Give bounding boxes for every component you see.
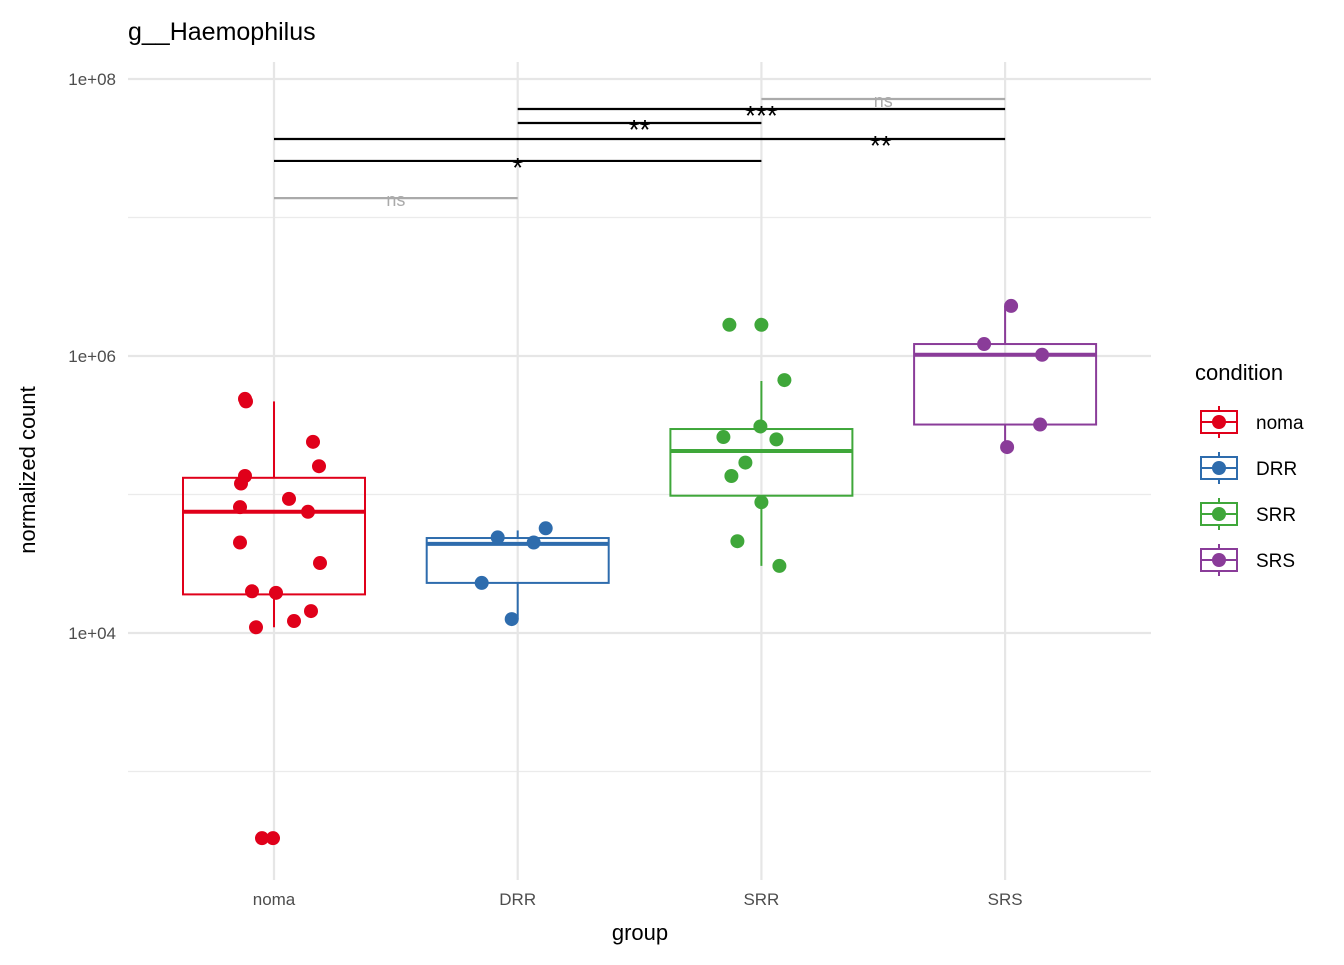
points [233,298,1050,846]
point-noma [312,459,326,474]
point-srs [1033,417,1048,432]
point-noma [313,556,327,571]
point-srr [716,430,731,445]
significance-label: * [512,152,523,183]
point-drr [526,535,541,550]
point-srs [977,337,992,352]
point-noma [266,831,280,846]
y-tick-label: 1e+08 [68,70,116,89]
legend-label: SRS [1256,551,1295,572]
legend: condition noma DRR SRR SRS [1195,360,1304,576]
y-tick-label: 1e+06 [68,347,116,366]
x-axis-label: group [612,920,668,945]
significance-label: ns [874,91,893,111]
point-srr [769,432,784,447]
point-srs [1035,347,1050,362]
comparison-bracket: *** [517,100,1006,131]
grid [128,62,1151,880]
point-noma [233,500,247,515]
point-drr [504,612,519,627]
point-drr [474,575,489,590]
point-noma [255,831,269,846]
iqr-box [913,343,1098,426]
point-noma [234,476,248,491]
point-srs [1004,298,1019,313]
point-srr [738,455,753,470]
significance-label: *** [745,100,778,131]
point-srr [722,317,737,332]
legend-key-point [1212,461,1226,475]
iqr-box [425,537,610,584]
legend-title: condition [1195,360,1283,385]
significance-brackets: ns***** *** ns [274,91,1006,210]
legend-label: noma [1256,413,1304,434]
significance-label: ns [386,190,405,210]
comparison-bracket: * [274,152,762,183]
point-srr [772,558,787,573]
point-noma [287,614,301,629]
legend-item-srs: SRS [1200,544,1295,576]
legend-key-point [1212,507,1226,521]
legend-key-point [1212,415,1226,429]
point-noma [245,584,259,599]
legend-item-drr: DRR [1200,452,1297,484]
point-srs [1000,440,1015,455]
significance-label: ** [870,130,892,161]
legend-item-srr: SRR [1200,498,1296,530]
point-noma [233,535,247,550]
legend-label: SRR [1256,505,1296,526]
point-noma [239,394,253,409]
point-drr [490,530,505,545]
point-srr [754,317,769,332]
x-tick-label: noma [253,890,296,909]
significance-label: ** [629,114,651,145]
comparison-bracket: ** [274,130,1006,161]
point-srr [730,534,745,549]
point-drr [538,521,553,536]
x-tick-label: SRS [988,890,1023,909]
box-drr [425,530,610,620]
y-tick-label: 1e+04 [68,624,116,643]
comparison-bracket: ** [517,114,762,145]
point-srr [753,419,768,434]
point-noma [269,585,283,600]
point-srr [724,469,739,484]
point-noma [304,604,318,619]
point-noma [301,504,315,519]
point-srr [754,495,769,510]
legend-label: DRR [1256,459,1297,480]
box-srs [913,305,1098,448]
point-noma [282,491,296,506]
point-noma [306,434,320,449]
comparison-bracket: ns [274,190,518,210]
y-axis-label: normalized count [15,386,40,554]
x-tick-label: DRR [499,890,536,909]
chart-title: g__Haemophilus [128,18,316,46]
point-srr [777,373,792,388]
x-tick-label: SRR [743,890,779,909]
point-noma [249,620,263,635]
legend-item-noma: noma [1200,406,1304,438]
comparison-bracket: ns [761,91,1006,111]
axes: 1e+04 1e+06 1e+08 noma DRR SRR SRS [68,70,1022,909]
legend-key-point [1212,553,1226,567]
